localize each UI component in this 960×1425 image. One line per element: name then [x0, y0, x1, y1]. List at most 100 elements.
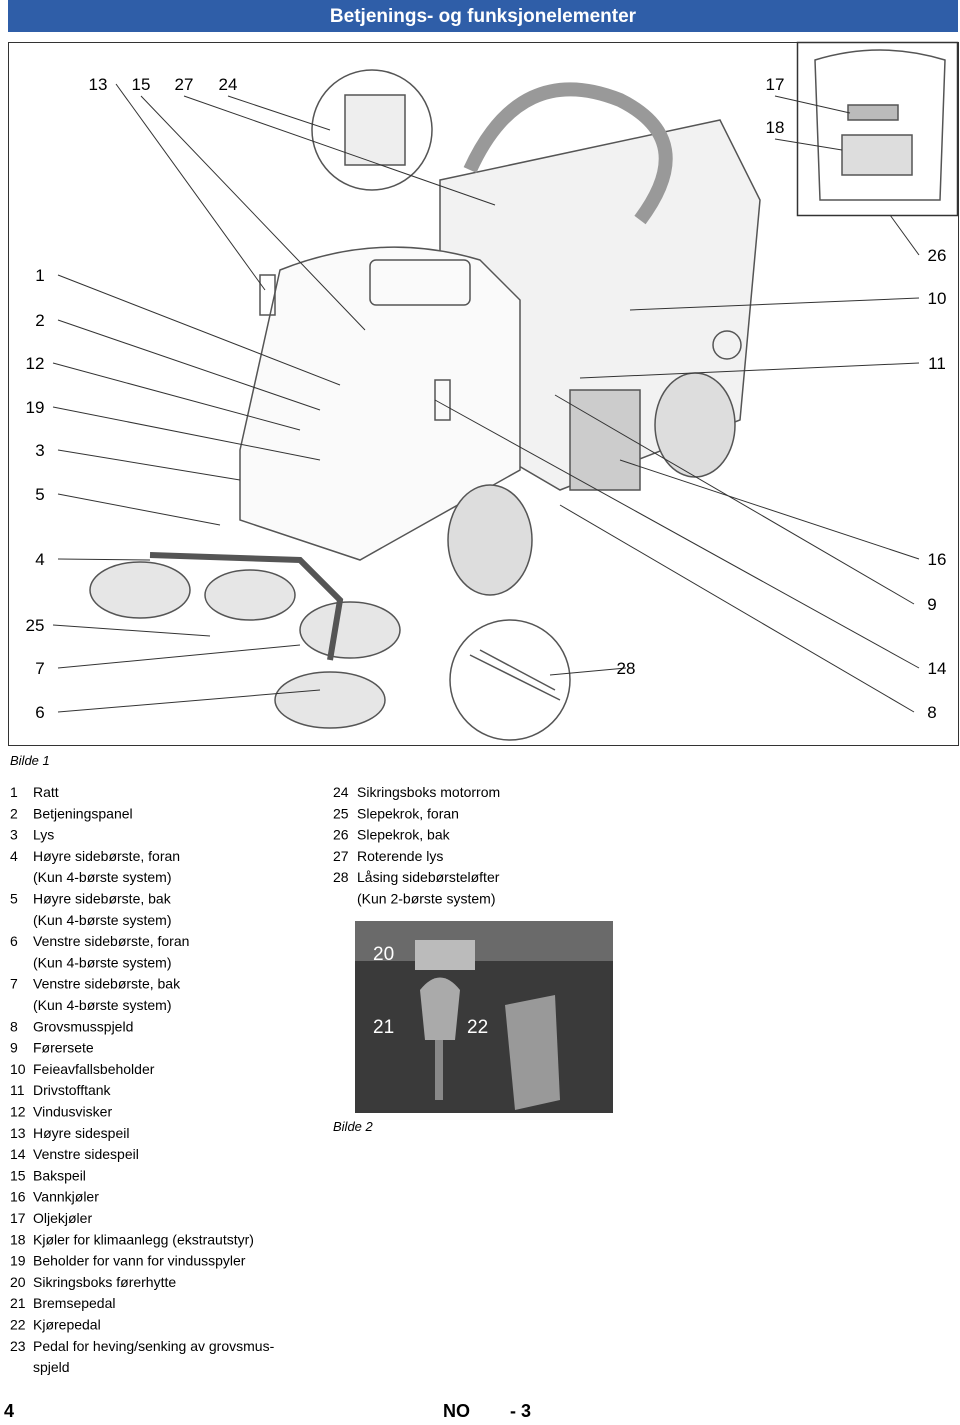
- grille: [569, 389, 641, 491]
- legend-number: 5: [10, 891, 18, 907]
- legend-text: Slepekrok, bak: [357, 827, 451, 843]
- legend-number: 1: [10, 784, 18, 800]
- legend-number: 18: [10, 1231, 26, 1247]
- legend-text: (Kun 4-børste system): [33, 997, 171, 1013]
- leader-line: [57, 558, 151, 561]
- callout: 24: [219, 75, 238, 94]
- front-wheel: [447, 484, 533, 596]
- legend-number: 24: [333, 784, 349, 800]
- legend-text: Venstre sidespeil: [33, 1146, 139, 1162]
- callout: 7: [35, 659, 44, 678]
- callout: 19: [26, 398, 45, 417]
- legend-number: 11: [10, 1082, 25, 1098]
- leader-line: [57, 689, 321, 713]
- oil-cooler: [847, 104, 899, 121]
- leader-line: [57, 644, 301, 669]
- legend-text: Vannkjøler: [33, 1189, 99, 1205]
- pedal-stem: [435, 1040, 443, 1100]
- legend-text: Låsing sidebørsteløfter: [357, 869, 500, 885]
- inset-circle: [311, 69, 433, 191]
- leader-line: [52, 362, 301, 431]
- brush: [204, 569, 296, 621]
- legend-text: Oljekjøler: [33, 1210, 92, 1226]
- legend-text: (Kun 4-børste system): [33, 869, 171, 885]
- legend-text: (Kun 2-børste system): [357, 891, 495, 907]
- brake-pedal: [420, 977, 460, 1040]
- legend-number: 26: [333, 827, 349, 843]
- brush: [299, 601, 401, 659]
- callout: 2: [35, 311, 44, 330]
- callout: 17: [766, 75, 785, 94]
- leader-line: [57, 493, 221, 526]
- legend-text: Vindusvisker: [33, 1104, 112, 1120]
- legend-text: Høyre sidebørste, foran: [33, 848, 180, 864]
- legend-number: 10: [10, 1061, 26, 1077]
- brush-arms: [149, 552, 344, 661]
- legend-text: Slepekrok, foran: [357, 805, 459, 821]
- leader-line: [434, 399, 920, 669]
- leader-line: [554, 394, 915, 605]
- legend-number: 21: [10, 1295, 26, 1311]
- leader-line: [52, 406, 321, 461]
- footer-pagenum: - 3: [510, 1401, 531, 1420]
- legend-number: 20: [10, 1274, 26, 1290]
- inset-frame: [796, 41, 959, 217]
- legend-number: 6: [10, 933, 18, 949]
- photo-label: 22: [467, 1017, 488, 1038]
- legend-text: Venstre sidebørste, foran: [33, 933, 189, 949]
- footer-lang: NO: [443, 1401, 470, 1420]
- legend-text: Betjeningspanel: [33, 805, 133, 821]
- footer-page: 4: [4, 1401, 14, 1420]
- legend-text: Drivstofftank: [33, 1082, 112, 1098]
- sweeper-drawing: [89, 41, 959, 741]
- legend-text: Lys: [33, 827, 54, 843]
- legend-text: Ratt: [33, 784, 59, 800]
- callout: 25: [26, 616, 45, 635]
- legend-number: 17: [10, 1210, 26, 1226]
- leader-line: [619, 459, 920, 560]
- legend-number: 12: [10, 1104, 26, 1120]
- legend-number: 28: [333, 869, 349, 885]
- legend-text: Førersete: [33, 1040, 94, 1056]
- figure1-caption: Bilde 1: [10, 753, 50, 768]
- legend-number: 27: [333, 848, 349, 864]
- header-bar: [8, 0, 958, 32]
- figure2-caption: Bilde 2: [333, 1119, 374, 1134]
- leader-line: [57, 449, 241, 481]
- callout: 26: [928, 246, 947, 265]
- inset-vehicle: [814, 49, 946, 201]
- legend-text: (Kun 4-børste system): [33, 912, 171, 928]
- legend-number: 9: [10, 1040, 18, 1056]
- leader-line: [52, 624, 211, 637]
- legend-text: spjeld: [33, 1359, 70, 1375]
- callout: 6: [35, 703, 44, 722]
- inset-circle-2: [449, 619, 571, 741]
- leader-line: [629, 297, 920, 311]
- callout: 12: [26, 354, 45, 373]
- photo-wall: [355, 921, 613, 961]
- roof-panel: [369, 259, 471, 306]
- callout: 16: [928, 550, 947, 569]
- legend-text: Feieavfallsbeholder: [33, 1061, 155, 1077]
- legend-text: Pedal for heving/senking av grovsmus-: [33, 1338, 275, 1354]
- leader-line: [579, 362, 920, 379]
- legend-number: 22: [10, 1317, 26, 1333]
- leader-line: [559, 504, 915, 713]
- callout: 4: [35, 550, 44, 569]
- leader-line: [140, 95, 366, 331]
- legend-text: Sikringsboks førerhytte: [33, 1274, 176, 1290]
- legend-number: 15: [10, 1167, 26, 1183]
- legend-text: Bakspeil: [33, 1167, 86, 1183]
- callout: 18: [766, 118, 785, 137]
- leader-line: [183, 95, 496, 206]
- leader-line: [57, 319, 321, 411]
- brush: [89, 561, 191, 619]
- legend-number: 2: [10, 805, 18, 821]
- legend-text: (Kun 4-børste system): [33, 954, 171, 970]
- leader-line: [774, 138, 843, 151]
- legend-number: 16: [10, 1189, 26, 1205]
- legend-text: Sikringsboks motorrom: [357, 784, 500, 800]
- radiator: [841, 134, 913, 176]
- legend-text: Beholder for vann for vindusspyler: [33, 1253, 246, 1269]
